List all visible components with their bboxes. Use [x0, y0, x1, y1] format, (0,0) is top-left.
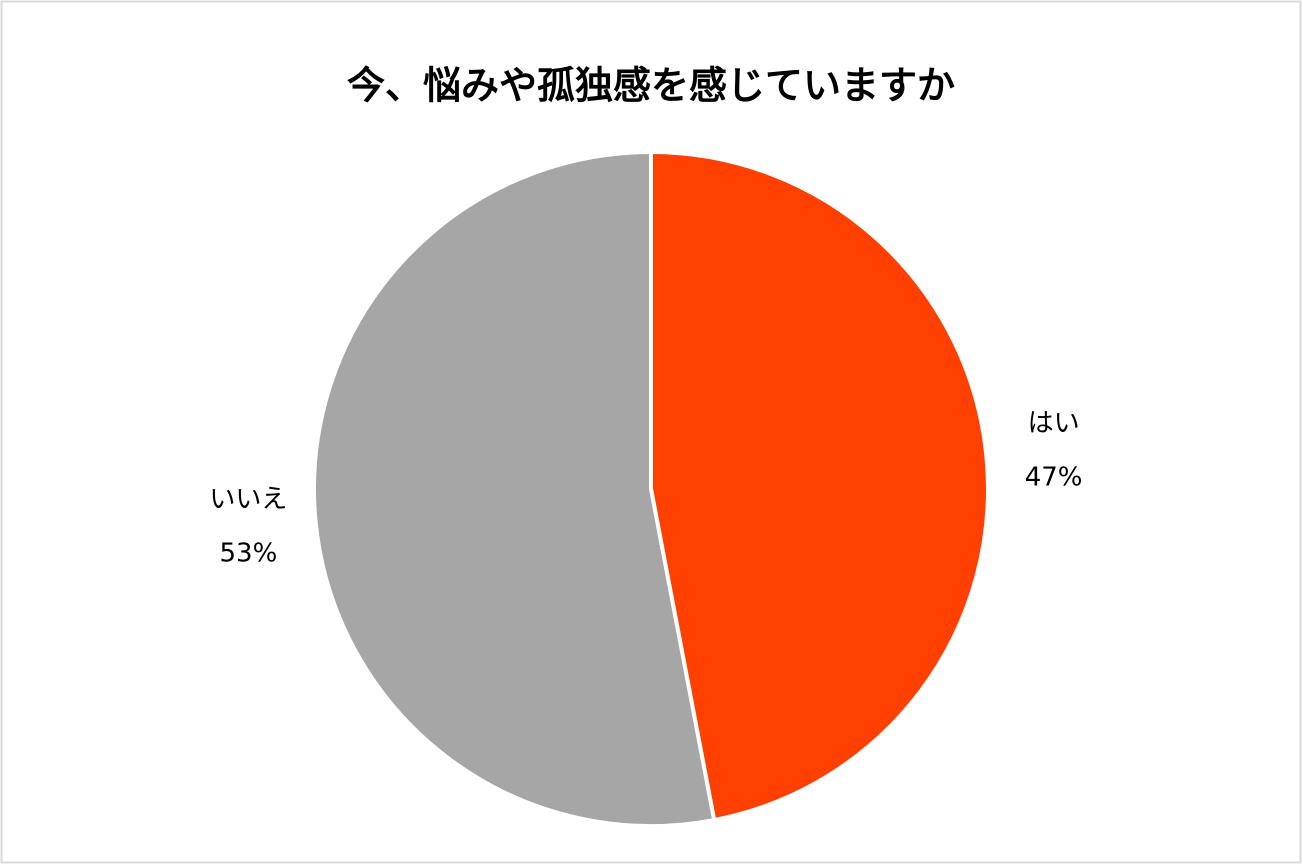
slice-label: はい — [1028, 408, 1080, 438]
value-label: 53% — [219, 539, 277, 569]
value-label: 47% — [1025, 462, 1083, 492]
chart-title: 今、悩みや孤独感を感じていますか — [347, 64, 955, 108]
pie-slice — [312, 150, 717, 828]
pie-slice — [649, 150, 990, 823]
slice-label: いいえ — [209, 485, 287, 515]
